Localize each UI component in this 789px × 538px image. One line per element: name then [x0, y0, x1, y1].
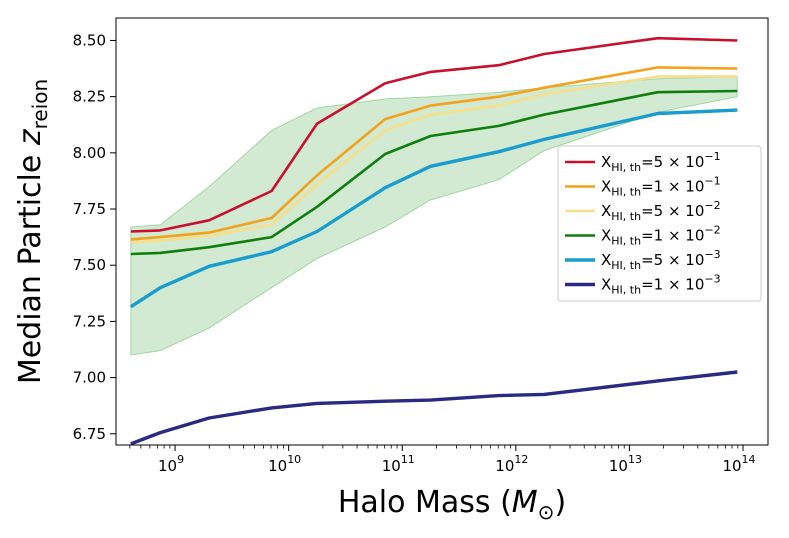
legend-subscript: HI, th — [611, 235, 641, 248]
legend-exponent: −3 — [704, 273, 720, 286]
legend-exponent: −2 — [704, 199, 720, 212]
x-tick-label: 109 — [158, 453, 184, 475]
x-tick-exp: 10 — [287, 453, 301, 466]
legend-label-5: XHI, th=1 × 10−3 — [601, 273, 721, 297]
series-layer — [129, 36, 738, 445]
legend-equals: = — [641, 153, 654, 171]
legend-mantissa: 1 — [654, 276, 664, 294]
legend-exponent: −1 — [704, 175, 720, 188]
legend-subscript: HI, th — [611, 161, 641, 174]
y-title-text: Median Particle — [13, 145, 48, 384]
legend-symbol: X — [601, 276, 611, 294]
legend-equals: = — [641, 227, 654, 245]
x-tick-base: 10 — [495, 457, 514, 475]
legend-mantissa: 5 — [654, 251, 664, 269]
legend-exponent: −1 — [704, 150, 720, 163]
legend-symbol: X — [601, 178, 611, 196]
x-tick-base: 10 — [722, 457, 741, 475]
x-axis-title: Halo Mass (M⊙) — [338, 485, 566, 524]
legend-equals: = — [641, 178, 654, 196]
x-title-close: ) — [554, 485, 566, 520]
y-tick-label: 8.25 — [73, 88, 106, 106]
legend-mantissa: 5 — [654, 153, 664, 171]
legend-symbol: X — [601, 153, 611, 171]
y-tick-label: 7.50 — [73, 256, 106, 274]
legend-symbol: X — [601, 251, 611, 269]
series-line-2 — [130, 75, 738, 244]
series-line-3 — [130, 89, 738, 256]
y-tick-label: 8.00 — [73, 144, 106, 162]
legend-box — [557, 145, 762, 302]
y-title-subscript: reion — [28, 79, 52, 130]
x-tick-label: 1013 — [609, 453, 642, 475]
legend-label-4: XHI, th=5 × 10−3 — [601, 248, 721, 272]
legend-subscript: HI, th — [611, 186, 641, 199]
x-tick-label: 1014 — [722, 453, 755, 475]
legend-symbol: X — [601, 202, 611, 220]
x-title-text: Halo Mass ( — [338, 485, 512, 520]
confidence-band-layer — [130, 75, 738, 356]
legend-times-ten: × 10 — [663, 251, 704, 269]
y-tick-label: 7.00 — [73, 369, 106, 387]
legend-times-ten: × 10 — [663, 178, 704, 196]
x-title-subscript: ⊙ — [538, 500, 555, 524]
x-title-symbol: M — [512, 485, 538, 520]
y-tick-label: 8.50 — [73, 31, 106, 49]
axes-frame — [115, 17, 769, 446]
y-tick-label: 7.75 — [73, 200, 106, 218]
x-tick-label: 1011 — [382, 453, 415, 475]
legend-equals: = — [641, 276, 654, 294]
y-axis-title: Median Particle zreion — [13, 79, 52, 384]
legend-mantissa: 1 — [654, 178, 664, 196]
legend-equals: = — [641, 202, 654, 220]
series-line-0 — [130, 36, 738, 233]
series-line-4 — [129, 108, 738, 309]
series-line-1 — [130, 66, 738, 241]
x-tick-exp: 13 — [628, 453, 642, 466]
legend-equals: = — [641, 251, 654, 269]
legend-label-2: XHI, th=5 × 10−2 — [601, 199, 721, 223]
x-tick-exp: 9 — [177, 453, 184, 466]
legend-mantissa: 1 — [654, 227, 664, 245]
x-tick-base: 10 — [268, 457, 287, 475]
legend-times-ten: × 10 — [663, 153, 704, 171]
series-line-5 — [130, 370, 738, 445]
x-tick-exp: 12 — [514, 453, 528, 466]
legend-subscript: HI, th — [611, 259, 641, 272]
y-title-symbol: z — [13, 128, 48, 146]
x-tick-base: 10 — [158, 457, 177, 475]
y-tick-label: 7.25 — [73, 312, 106, 330]
legend-times-ten: × 10 — [663, 276, 704, 294]
legend-subscript: HI, th — [611, 210, 641, 223]
x-tick-exp: 11 — [401, 453, 415, 466]
legend-exponent: −2 — [704, 224, 720, 237]
confidence-band — [130, 75, 738, 356]
legend-exponent: −3 — [704, 248, 720, 261]
x-tick-base: 10 — [382, 457, 401, 475]
legend-times-ten: × 10 — [663, 202, 704, 220]
legend-label-1: XHI, th=1 × 10−1 — [601, 175, 721, 199]
legend-times-ten: × 10 — [663, 227, 704, 245]
x-tick-base: 10 — [609, 457, 628, 475]
x-tick-exp: 14 — [742, 453, 756, 466]
legend-mantissa: 5 — [654, 202, 664, 220]
x-tick-label: 1010 — [268, 453, 301, 475]
legend-label-3: XHI, th=1 × 10−2 — [601, 224, 721, 248]
legend-label-0: XHI, th=5 × 10−1 — [601, 150, 721, 174]
axes-layer: 109 1010 1011 1012 1013 10146.757.007.257.507… — [13, 17, 769, 524]
x-tick-label: 1012 — [495, 453, 528, 475]
y-tick-label: 6.75 — [73, 425, 106, 443]
legend-subscript: HI, th — [611, 284, 641, 297]
legend-symbol: X — [601, 227, 611, 245]
